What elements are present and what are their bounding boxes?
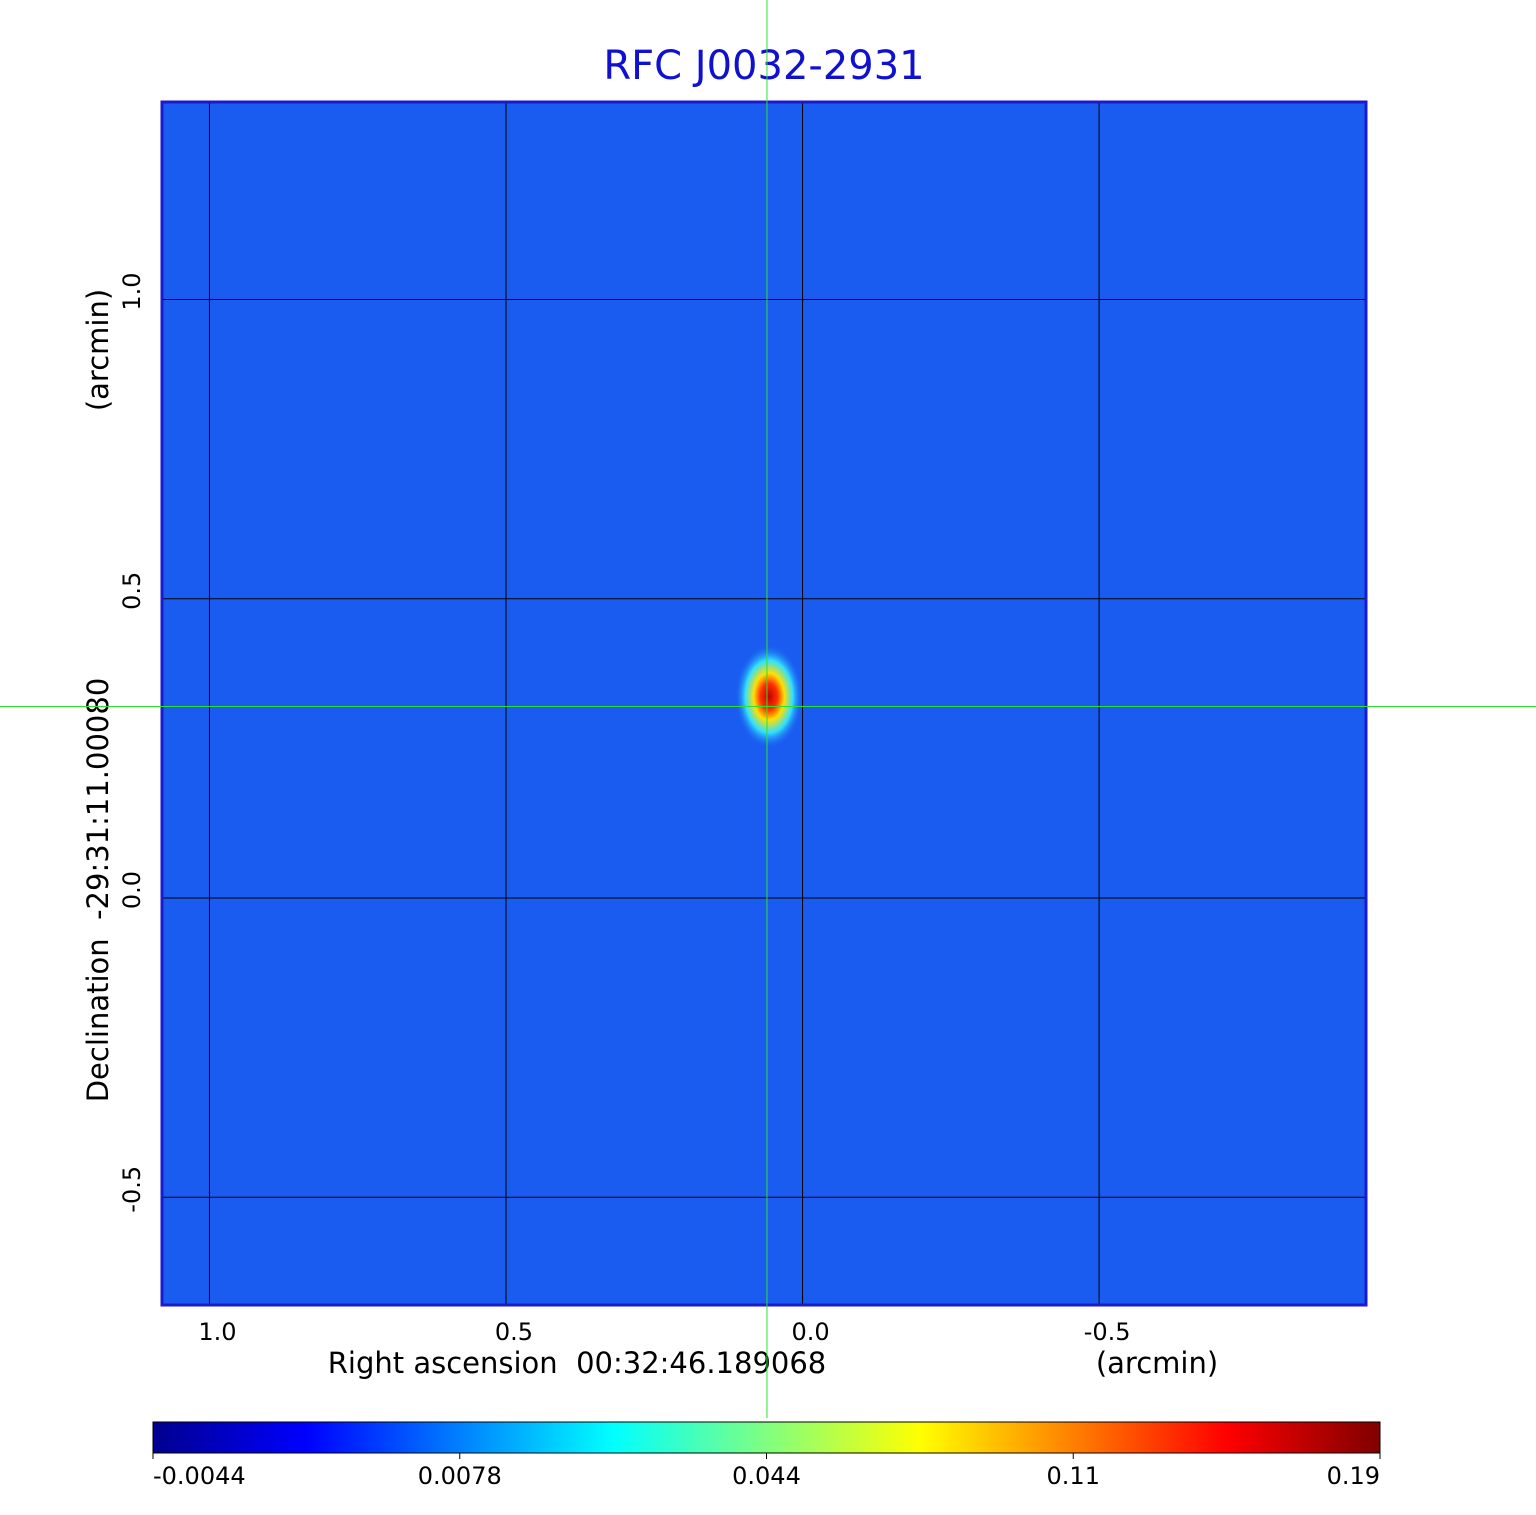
colorbar-tick-label: 0.11 (1047, 1462, 1100, 1490)
source (734, 644, 803, 749)
y-tick-label: 0.5 (118, 572, 146, 610)
x-tick-label: -0.5 (1084, 1318, 1131, 1346)
y-tick-label: 1.0 (118, 272, 146, 310)
plot-frame (160, 100, 1368, 1307)
x-tick-label: 0.0 (791, 1318, 829, 1346)
y-tick-label: 0.0 (118, 871, 146, 909)
x-axis-unit: (arcmin) (1096, 1346, 1218, 1380)
y-axis-unit: (arcmin) (81, 289, 115, 411)
colorbar (152, 1421, 1381, 1454)
colorbar-tick-label: 0.044 (732, 1462, 801, 1490)
x-tick-label: 0.5 (495, 1318, 533, 1346)
colorbar-tick-label: -0.0044 (153, 1462, 246, 1490)
y-tick-label: -0.5 (118, 1166, 146, 1213)
x-tick-label: 1.0 (198, 1318, 236, 1346)
chart-title: RFC J0032-2931 (603, 43, 924, 89)
x-axis-label: Right ascension 00:32:46.189068 (328, 1346, 827, 1380)
colorbar-tick-label: 0.0078 (418, 1462, 502, 1490)
y-axis-label: Declination -29:31:11.00080 (81, 678, 115, 1103)
colorbar-tick-label: 0.19 (1327, 1462, 1380, 1490)
